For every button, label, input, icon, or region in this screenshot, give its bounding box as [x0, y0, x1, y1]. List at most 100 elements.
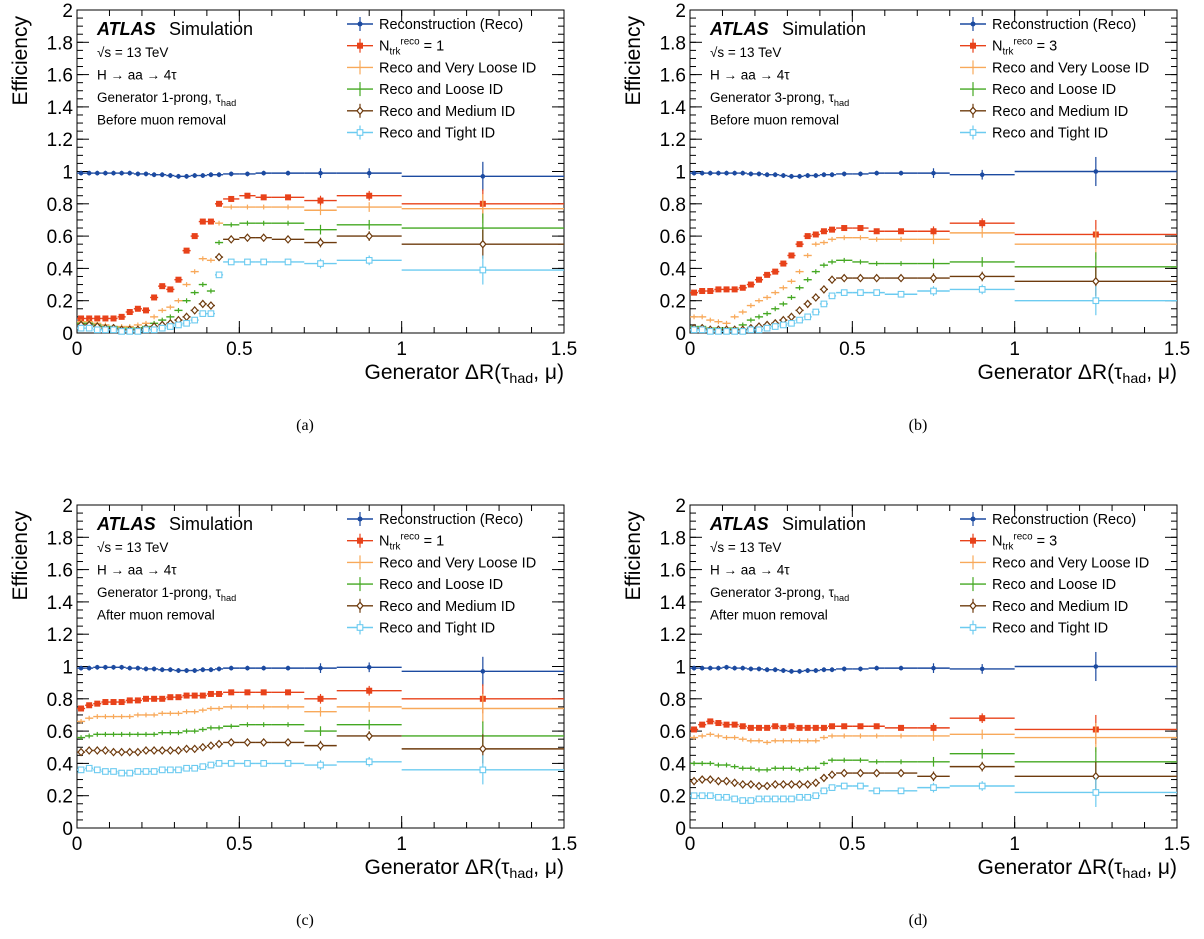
- legend-marker: [969, 601, 977, 611]
- x-axis-label: Generator ΔR(τhad, μ): [978, 361, 1177, 387]
- legend-label: Reconstruction (Reco): [992, 512, 1136, 528]
- data-point: [930, 724, 937, 731]
- legend-label: Reco and Tight ID: [992, 621, 1108, 637]
- data-point: [166, 746, 175, 755]
- y-tick-label: 1: [62, 163, 73, 184]
- data-point: [199, 310, 207, 317]
- data-point: [175, 694, 182, 701]
- data-point: [897, 787, 905, 795]
- legend-entry: Ntrkreco = 1: [347, 532, 444, 553]
- data-point: [796, 793, 803, 801]
- data-point: [1092, 789, 1100, 796]
- y-tick-label: 0.2: [47, 787, 73, 808]
- data-point: [151, 172, 157, 178]
- legend-marker: [357, 537, 363, 544]
- data-point: [812, 778, 820, 788]
- legend-entry: Reco and Tight ID: [347, 125, 495, 142]
- data-point: [192, 173, 197, 178]
- data-point: [722, 776, 731, 786]
- series-1: [77, 684, 564, 714]
- data-point: [158, 746, 167, 755]
- data-point: [795, 779, 804, 789]
- data-point: [366, 170, 372, 176]
- data-point: [78, 705, 85, 712]
- data-point: [86, 315, 93, 322]
- data-point: [788, 252, 795, 259]
- data-point: [898, 228, 905, 235]
- data-point: [698, 775, 706, 784]
- data-point: [175, 766, 182, 774]
- data-point: [789, 174, 794, 179]
- data-point: [756, 171, 762, 177]
- data-point: [158, 324, 166, 332]
- data-point: [781, 668, 786, 673]
- data-point: [260, 689, 267, 696]
- data-point: [707, 665, 713, 671]
- data-point: [134, 768, 142, 775]
- y-tick-label: 1.2: [660, 130, 686, 151]
- y-tick-label: 0.2: [660, 292, 686, 313]
- data-point: [724, 170, 729, 176]
- data-point: [788, 795, 795, 803]
- legend-label: Reco and Medium ID: [992, 104, 1128, 120]
- data-point: [199, 218, 206, 225]
- data-point: [813, 668, 819, 673]
- y-tick-label: 0.6: [47, 227, 73, 248]
- data-point: [285, 665, 291, 671]
- data-point: [979, 666, 985, 672]
- data-point: [779, 779, 788, 789]
- data-point: [715, 793, 722, 801]
- y-tick-label: 1.4: [47, 593, 74, 614]
- legend-entry: Reco and Medium ID: [960, 103, 1128, 120]
- data-point: [183, 692, 190, 699]
- data-point: [929, 771, 938, 781]
- data-point: [207, 761, 215, 769]
- data-point: [828, 292, 836, 300]
- data-point: [795, 305, 804, 315]
- data-point: [739, 284, 746, 291]
- data-point: [479, 744, 487, 754]
- y-tick-label: 1.2: [47, 130, 73, 151]
- data-point: [858, 666, 863, 672]
- data-point: [978, 782, 986, 790]
- y-tick-label: 0.4: [660, 754, 687, 775]
- data-point: [803, 779, 812, 789]
- data-point: [159, 695, 166, 702]
- legend-label: Ntrkreco = 1: [379, 532, 444, 553]
- series-3: [77, 213, 564, 331]
- data-point: [699, 288, 706, 295]
- info-line: H → aa → 4τ: [97, 68, 177, 83]
- data-point: [200, 173, 206, 178]
- data-point: [480, 174, 486, 179]
- data-point: [243, 737, 252, 747]
- x-tick-label: 1.5: [551, 339, 577, 360]
- data-point: [215, 739, 223, 749]
- chart-panel-a: 0 0.5 1 1.5 0 0.2 0.4 0.6 0.8 1 1.2 1.4 1.6 1.8 2 Effic…: [9, 1, 577, 387]
- simulation-label: Simulation: [169, 19, 253, 39]
- data-point: [191, 316, 199, 324]
- data-point: [215, 271, 223, 279]
- data-point: [829, 723, 836, 730]
- data-point: [858, 171, 863, 177]
- data-point: [732, 170, 737, 176]
- data-point: [77, 766, 85, 774]
- data-point: [200, 667, 206, 673]
- y-tick-label: 0.8: [660, 195, 686, 216]
- legend-entry: Ntrkreco = 3: [960, 532, 1057, 553]
- info-line: Generator 1-prong, τhad: [97, 585, 236, 603]
- data-point: [724, 665, 729, 670]
- data-point: [227, 234, 236, 244]
- series-5: [77, 755, 564, 785]
- legend-marker: [357, 42, 363, 49]
- data-point: [184, 174, 189, 179]
- data-point: [191, 233, 198, 240]
- data-point: [690, 792, 698, 800]
- data-point: [366, 687, 373, 694]
- data-point: [86, 170, 92, 176]
- y-tick-label: 0.6: [660, 227, 686, 248]
- data-point: [102, 768, 109, 775]
- data-point: [690, 326, 698, 334]
- data-point: [134, 697, 141, 704]
- legend-label: Reco and Tight ID: [379, 621, 495, 637]
- legend-label: Reco and Very Loose ID: [379, 555, 536, 571]
